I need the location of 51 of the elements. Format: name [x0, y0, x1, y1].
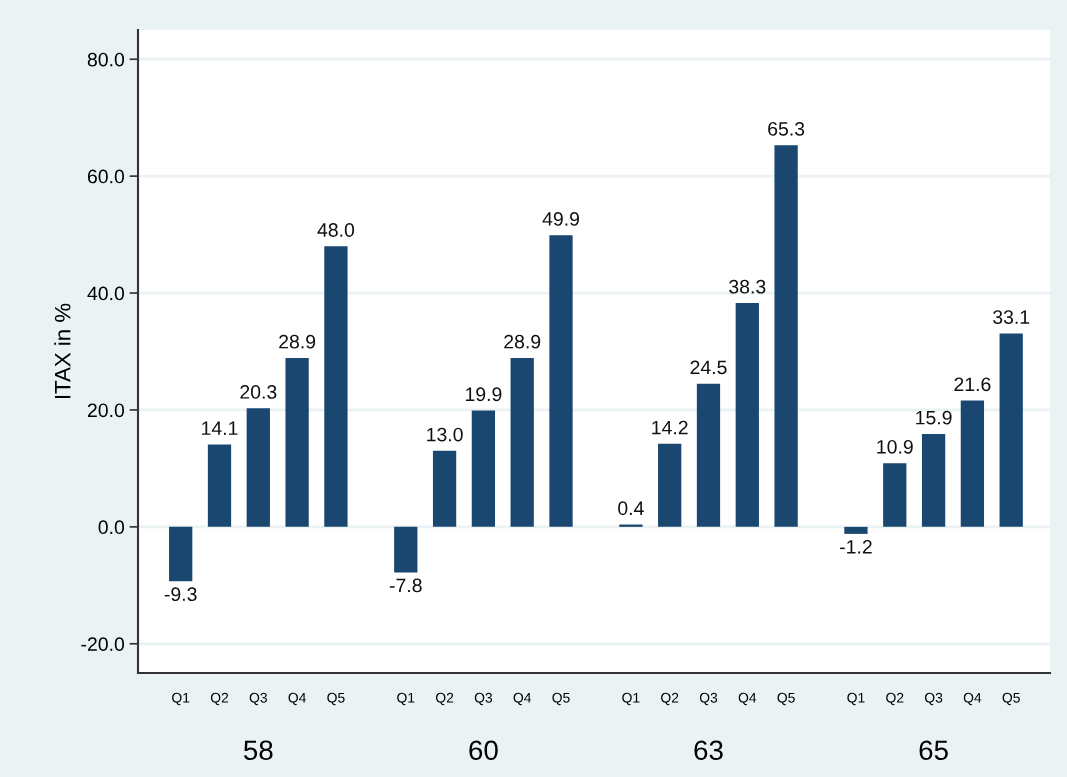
data-label: 65.3: [768, 121, 805, 136]
x-tick-label: Q5: [1002, 692, 1020, 706]
y-tick-label: -20.0: [81, 637, 125, 652]
data-label: 38.3: [729, 279, 766, 294]
text: 60: [469, 740, 498, 761]
x-tick-label: Q2: [210, 692, 229, 706]
y-tick-label: 0.0: [98, 520, 125, 535]
x-tick-label: Q4: [963, 692, 982, 706]
x-tick-label: Q4: [513, 692, 532, 706]
y-tick-label: 80.0: [87, 52, 125, 67]
text: 65: [919, 740, 948, 761]
data-label: -1.2: [840, 539, 872, 554]
data-label: 14.1: [202, 421, 238, 435]
y-axis-title: ITAX in %: [54, 303, 71, 399]
x-tick-label: Q2: [435, 692, 454, 706]
x-tick-label: Q5: [327, 692, 345, 706]
x-tick-label: Q5: [777, 692, 795, 706]
x-tick-label: Q3: [924, 692, 943, 706]
x-tick-label: Q3: [474, 692, 493, 706]
data-label: 21.6: [954, 377, 991, 392]
text: 63: [694, 740, 723, 761]
data-label: -9.3: [164, 587, 197, 602]
data-label: 28.9: [279, 334, 316, 349]
data-label: 20.3: [240, 385, 277, 399]
x-tick-label: Q3: [699, 692, 718, 706]
x-tick-label: Q4: [738, 692, 757, 706]
x-tick-label: Q1: [172, 692, 190, 706]
data-label: 10.9: [877, 439, 913, 454]
data-label: 14.2: [652, 420, 688, 435]
text: 58: [243, 740, 273, 761]
x-tick-label: Q2: [886, 692, 904, 706]
data-label: 28.9: [504, 334, 541, 349]
y-tick-label: 20.0: [87, 403, 125, 418]
data-label: 49.9: [542, 212, 580, 226]
x-tick-label: Q1: [397, 692, 415, 706]
x-tick-label: Q1: [847, 692, 865, 706]
x-tick-label: Q4: [288, 692, 306, 706]
data-label: 19.9: [465, 387, 502, 402]
x-tick-label: Q2: [661, 692, 679, 706]
x-tick-label: Q1: [622, 692, 640, 706]
y-tick-label: 40.0: [87, 286, 125, 301]
data-label: 0.4: [618, 501, 644, 516]
data-label: 24.5: [690, 360, 727, 375]
y-tick-label: 60.0: [87, 169, 125, 184]
data-label: 48.0: [317, 223, 355, 237]
data-label: -7.8: [389, 578, 422, 593]
data-label: 15.9: [916, 410, 952, 425]
x-tick-label: Q5: [552, 692, 570, 706]
x-tick-label: Q3: [249, 692, 267, 706]
data-label: 13.0: [427, 427, 463, 442]
data-label: 33.1: [993, 310, 1030, 324]
